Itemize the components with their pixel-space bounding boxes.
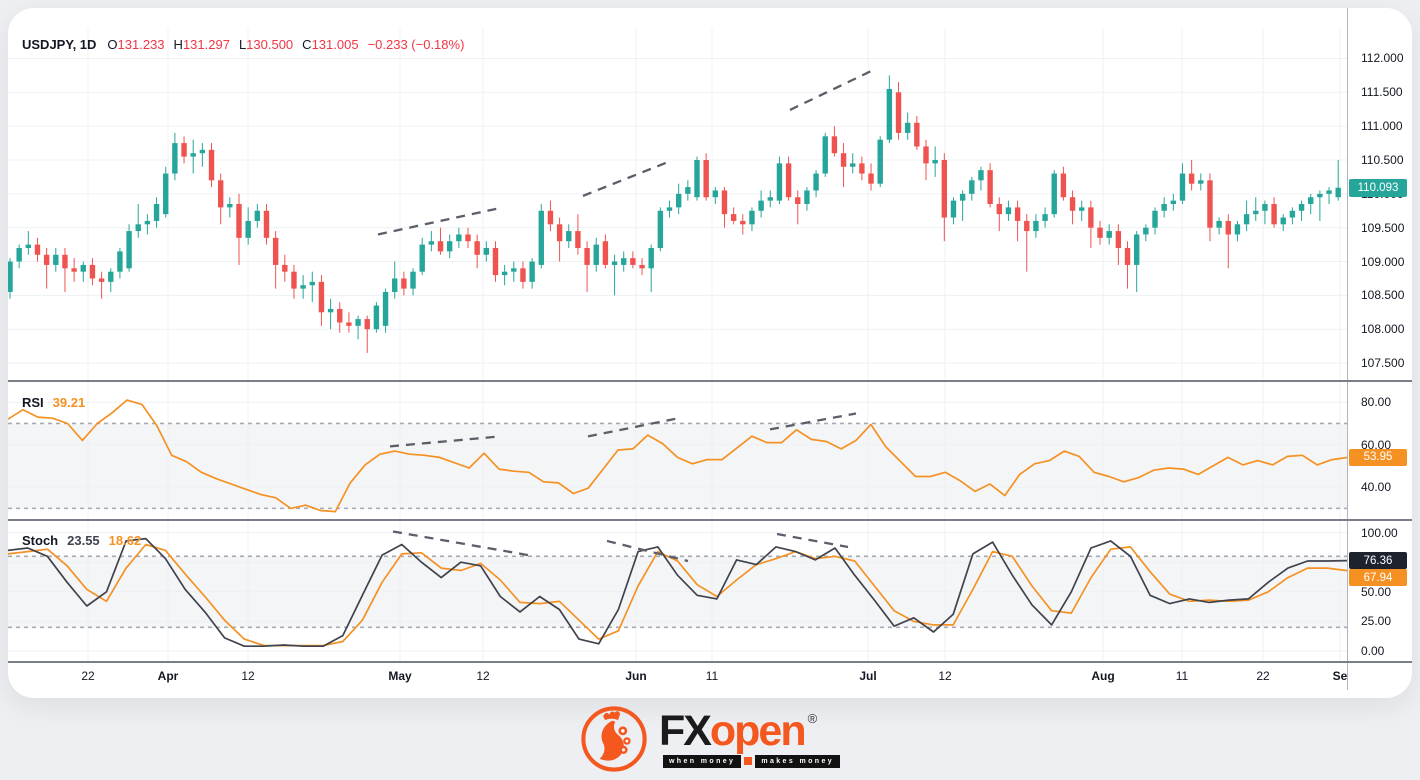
rsi-line[interactable]: [8, 399, 1347, 513]
low-value: 130.500: [246, 37, 294, 52]
chart-card: USDJPY, 1D O131.233 H131.297 L130.500 C1…: [8, 8, 1412, 698]
rsi-axis-label: 80.00: [1361, 395, 1392, 410]
stoch-axis-label: 0.00: [1361, 643, 1385, 658]
time-axis-label: 11: [1175, 669, 1189, 683]
rsi-title: RSI: [22, 395, 44, 410]
time-axis-label: Jul: [859, 669, 877, 683]
pane-separator-rsi[interactable]: [8, 379, 1412, 382]
stoch-k-value: 23.55: [67, 533, 100, 548]
close-value: 131.005: [311, 37, 359, 52]
time-axis-label: 12: [938, 669, 952, 683]
registered-mark: ®: [807, 710, 818, 726]
tagline-left: when money: [662, 754, 742, 768]
fxopen-brand-text: FX open ®: [658, 706, 818, 755]
time-axis-label: Apr: [157, 669, 179, 683]
price-axis-label: 108.500: [1361, 288, 1405, 303]
horizontal-gridlines: [8, 532, 1347, 652]
time-axis-label: Se: [1332, 669, 1347, 683]
high-value: 131.297: [182, 37, 230, 52]
vertical-gridlines: [87, 28, 1341, 380]
low-label: L: [238, 37, 247, 52]
time-axis-label: 12: [241, 669, 255, 683]
time-axis-label: 12: [476, 669, 490, 683]
brand-open: open: [709, 706, 807, 755]
open-label: O: [107, 37, 118, 52]
close-label: C: [302, 37, 312, 52]
ohlc-close: C131.005: [302, 37, 358, 52]
stoch-d-line[interactable]: [8, 543, 1347, 647]
vertical-gridlines: [87, 381, 1341, 519]
brand-fx: FX: [658, 706, 712, 755]
price-axis-label: 109.500: [1361, 220, 1405, 235]
price-axis-label: 107.500: [1361, 356, 1405, 371]
price-scale[interactable]: 112.000111.500111.000110.500110.000109.5…: [1347, 8, 1412, 690]
indicator-band: [8, 423, 1347, 509]
candlestick-series[interactable]: [8, 75, 1341, 353]
time-axis-label: May: [388, 669, 412, 683]
time-axis[interactable]: 22 Apr 12 May 12 Jun 11 Jul 12 Aug 11 22 Se: [8, 662, 1347, 690]
symbol-legend: USDJPY, 1D O131.233 H131.297 L130.500 C1…: [22, 37, 464, 52]
price-axis-label: 111.000: [1361, 119, 1403, 134]
change-value: −0.233 (−0.18%): [367, 37, 465, 52]
fxopen-wordmark: FX open ® when money makes money: [658, 706, 841, 768]
time-axis-label: Aug: [1091, 669, 1115, 683]
rsi-legend: RSI 39.21: [22, 395, 85, 410]
rsi-value: 39.21: [52, 395, 86, 410]
rsi-axis-label: 40.00: [1361, 480, 1392, 495]
stoch-k-line[interactable]: [8, 537, 1347, 648]
price-axis-label: 108.000: [1361, 322, 1405, 337]
brand-tagline: when money makes money: [662, 754, 841, 768]
rsi-pane-canvas[interactable]: [8, 381, 1347, 519]
time-axis-label: 22: [81, 669, 95, 683]
stoch-axis-label: 50.00: [1361, 584, 1392, 599]
price-axis-label: 111.500: [1361, 85, 1403, 100]
price-axis-label: 109.000: [1361, 254, 1405, 269]
stoch-pane-canvas[interactable]: [8, 520, 1347, 661]
last-price-badge: 110.093: [1349, 178, 1407, 197]
tagline-square-icon: [744, 757, 753, 765]
ohlc-high: H131.297: [174, 37, 230, 52]
high-label: H: [173, 37, 183, 52]
rsi-axis-label: 60.00: [1361, 437, 1392, 452]
tagline-right: makes money: [755, 754, 841, 768]
stoch-d-value: 18.62: [108, 533, 142, 548]
symbol-title: USDJPY, 1D: [22, 37, 97, 52]
ohlc-low: L130.500: [239, 37, 293, 52]
stoch-d-badge: 67.94: [1349, 569, 1407, 587]
price-pane-canvas[interactable]: [8, 28, 1347, 380]
trendlines[interactable]: [377, 69, 873, 236]
time-axis-label: 22: [1256, 669, 1270, 683]
time-axis-label: 11: [705, 669, 719, 683]
stoch-axis-label: 100.00: [1361, 525, 1398, 540]
fxopen-lion-icon: [581, 706, 647, 772]
rsi-value-badge: 53.95: [1349, 448, 1407, 466]
horizontal-gridlines: [8, 57, 1347, 364]
fxopen-footer: FX open ® when money makes money: [0, 698, 1420, 780]
time-axis-label: Jun: [625, 669, 647, 683]
horizontal-gridlines: [8, 401, 1347, 488]
stoch-title: Stoch: [22, 533, 59, 548]
trendlines[interactable]: [389, 412, 857, 448]
ohlc-open: O131.233: [107, 37, 164, 52]
pane-separator-stoch[interactable]: [8, 518, 1412, 521]
pane-separator-time: [8, 660, 1412, 663]
price-axis-label: 110.500: [1361, 153, 1404, 167]
trendlines[interactable]: [392, 530, 849, 563]
stoch-k-badge: 76.36: [1349, 552, 1407, 570]
price-axis-label: 112.000: [1361, 51, 1404, 66]
stoch-axis-label: 25.00: [1361, 614, 1392, 629]
stoch-legend: Stoch 23.55 18.62: [22, 533, 141, 548]
open-value: 131.233: [117, 37, 165, 52]
